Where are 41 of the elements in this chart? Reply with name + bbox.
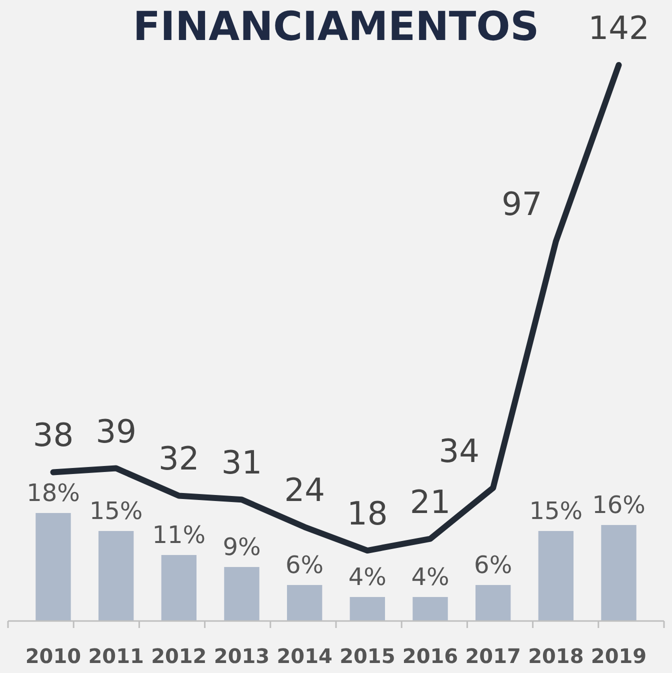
x-tick-label: 2016 [402, 644, 458, 668]
bar [538, 531, 574, 621]
bar [286, 585, 322, 621]
data-label: 18% [26, 479, 80, 507]
data-label: 9% [222, 533, 261, 561]
data-label: 24 [284, 471, 325, 510]
bar [36, 513, 71, 621]
bar [475, 585, 511, 621]
data-label: 142 [588, 9, 650, 47]
data-label: 31 [221, 444, 262, 482]
data-label: 38 [32, 416, 74, 454]
data-label: 4% [348, 563, 386, 591]
bar [161, 555, 197, 621]
x-tick-label: 2011 [88, 644, 144, 668]
x-tick-label: 2019 [590, 644, 647, 668]
x-tick-label: 2015 [340, 644, 396, 668]
data-label: 16% [592, 491, 646, 519]
x-tick-label: 2018 [528, 644, 584, 668]
data-label: 6% [286, 551, 324, 579]
bar [601, 525, 636, 621]
data-label: 4% [411, 563, 450, 591]
bar [350, 597, 386, 621]
data-label: 32 [158, 440, 200, 478]
data-label: 11% [152, 521, 206, 549]
bar [412, 597, 448, 621]
x-tick-label: 2013 [214, 644, 270, 668]
x-tick-label: 2017 [465, 644, 521, 668]
data-label: 18 [347, 494, 388, 533]
bar [98, 531, 134, 621]
data-label: 15% [89, 497, 143, 525]
data-label: 15% [529, 497, 583, 525]
data-label: 39 [96, 412, 136, 450]
data-label: 6% [474, 551, 512, 579]
data-label: 34 [438, 432, 480, 470]
data-label: 97 [502, 185, 542, 224]
data-label: 21 [410, 482, 451, 521]
x-tick-label: 2012 [151, 644, 207, 668]
x-tick-label: 2010 [25, 644, 82, 668]
bar [224, 567, 260, 621]
chart-title: FINANCIAMENTOS [132, 4, 540, 50]
x-tick-label: 2014 [276, 644, 332, 668]
